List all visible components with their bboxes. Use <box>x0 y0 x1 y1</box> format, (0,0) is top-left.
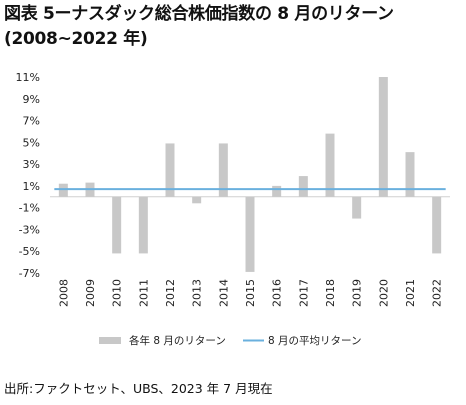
x-tick-label: 2015 <box>244 279 257 307</box>
x-tick-label: 2014 <box>217 279 230 307</box>
bar-2018 <box>325 133 335 197</box>
x-tick-label: 2019 <box>351 279 364 307</box>
x-axis-ticks: 2008 2009 2010 2011 2012 2013 2014 2015 2016 2017… <box>57 279 443 307</box>
x-tick-label: 2008 <box>57 279 70 307</box>
chart-title-line-2: (2008~2022 年) <box>4 29 148 49</box>
legend: 各年 8 月のリターン 8 月の平均リターン <box>99 334 362 347</box>
x-tick-label: 2013 <box>191 279 204 307</box>
bar-series <box>58 77 442 272</box>
x-tick-label: 2012 <box>164 279 177 307</box>
bar-2008 <box>58 183 68 197</box>
x-tick-label: 2017 <box>297 279 310 307</box>
x-tick-label: 2016 <box>271 279 284 307</box>
bar-2014 <box>218 143 228 197</box>
bar-2012 <box>165 143 175 197</box>
x-tick-label: 2010 <box>111 279 124 307</box>
bar-2013 <box>192 196 202 204</box>
bar-2016 <box>272 185 282 197</box>
legend-bar-label: 各年 8 月のリターン <box>129 334 226 347</box>
x-tick-label: 2009 <box>84 279 97 307</box>
y-tick-label: 1% <box>23 180 40 193</box>
x-tick-label: 2011 <box>137 279 150 307</box>
y-axis-ticks: 11% 9% 7% 5% 3% 1% -1% -3% -5% -7% <box>16 71 40 280</box>
chart-title-line-1: 図表 5ーナスダック総合株価指数の 8 月のリターン <box>4 4 394 24</box>
y-tick-label: -5% <box>19 245 40 258</box>
legend-bar-swatch <box>99 337 121 344</box>
x-tick-label: 2020 <box>377 279 390 307</box>
y-tick-label: 3% <box>23 158 40 171</box>
bar-2010 <box>112 196 122 254</box>
chart-title: 図表 5ーナスダック総合株価指数の 8 月のリターン (2008~2022 年) <box>4 2 464 52</box>
y-tick-label: -3% <box>19 223 40 236</box>
legend-line-label: 8 月の平均リターン <box>268 335 362 347</box>
bar-2021 <box>405 152 415 197</box>
x-tick-label: 2018 <box>324 279 337 307</box>
x-tick-label: 2021 <box>404 279 417 307</box>
y-tick-label: 7% <box>23 115 40 128</box>
source-note: 出所:ファクトセット、UBS、2023 年 7 月現在 <box>4 381 273 396</box>
bar-2019 <box>352 196 362 219</box>
bar-2015 <box>245 196 255 272</box>
y-tick-label: 11% <box>16 71 40 84</box>
x-tick-label: 2022 <box>431 279 444 307</box>
bar-2017 <box>298 176 308 197</box>
bar-2011 <box>138 196 148 254</box>
y-tick-label: 9% <box>23 93 40 106</box>
bar-2020 <box>378 77 388 197</box>
y-tick-label: -1% <box>19 202 40 215</box>
y-tick-label: 5% <box>23 136 40 149</box>
bar-2022 <box>432 196 442 254</box>
y-tick-label: -7% <box>19 267 40 280</box>
